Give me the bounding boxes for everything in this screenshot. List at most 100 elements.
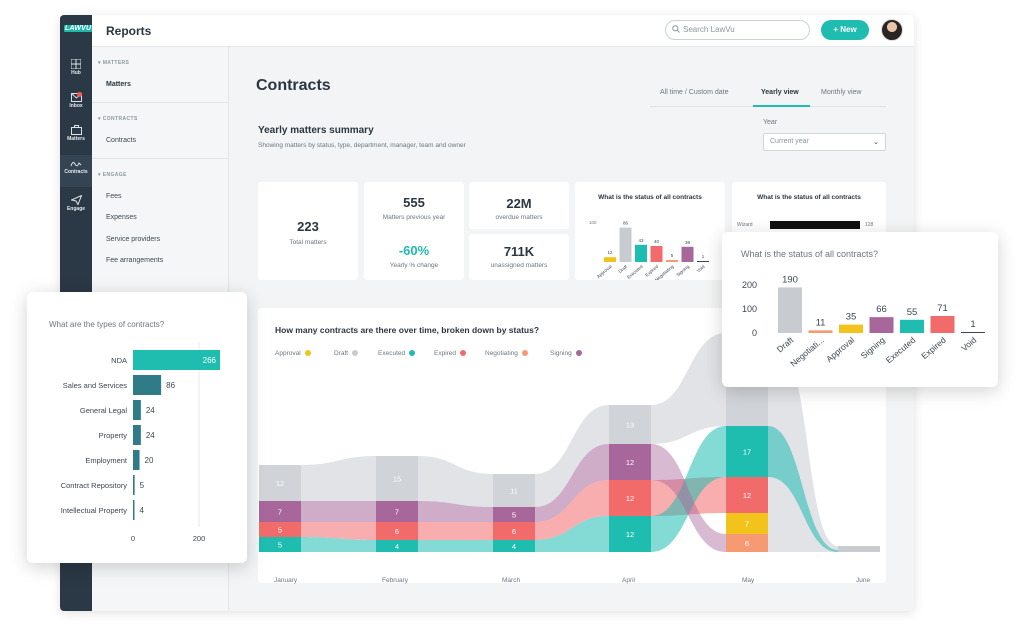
- segment-value: 5: [278, 541, 282, 550]
- segment-value: 4: [512, 542, 516, 551]
- contract-types-card: What are the types of contracts? NDA 266 S…: [27, 292, 247, 563]
- stat-card-unassigned: 711K unassigned matters: [469, 234, 569, 280]
- column-segment: [609, 444, 651, 480]
- category-label: Intellectual Property: [61, 506, 128, 515]
- stream-band: [768, 333, 838, 552]
- value-label: 1: [702, 254, 705, 259]
- rail-label: Engage: [66, 206, 86, 212]
- rail-item-matters[interactable]: Matters: [60, 125, 92, 142]
- category-label: Approval: [824, 335, 856, 364]
- total-matters-label: Total matters: [289, 239, 327, 246]
- value-label: 40: [654, 239, 660, 244]
- top-bar: Reports Search LawVu + New: [92, 15, 914, 47]
- legend-draft[interactable]: Draft: [334, 350, 359, 357]
- send-icon: [70, 195, 82, 205]
- stream-band: [651, 333, 726, 444]
- category-label: Property: [99, 431, 128, 440]
- column-segment: [376, 501, 418, 522]
- bar: [839, 324, 863, 333]
- value-label: 5: [671, 253, 674, 258]
- tab-monthly[interactable]: Monthly view: [821, 89, 862, 96]
- tab-yearly[interactable]: Yearly view: [761, 89, 799, 96]
- mini-right-row-value: 128: [865, 222, 874, 228]
- new-button[interactable]: + New: [821, 20, 869, 40]
- bar: [681, 246, 694, 262]
- legend-executed[interactable]: Executed: [378, 350, 416, 357]
- search-input[interactable]: Search LawVu: [665, 20, 810, 40]
- segment-value: 17: [743, 448, 751, 457]
- legend-expired[interactable]: Expired: [434, 350, 467, 357]
- segment-value: 6: [745, 539, 749, 548]
- segment-value: 5: [512, 511, 516, 520]
- contract-status-title: What is the status of all contracts?: [741, 249, 879, 259]
- new-button-label: New: [840, 25, 857, 34]
- chevron-down-icon: ⌄: [873, 139, 879, 146]
- section-engage: ▾ ENGAGE: [98, 172, 127, 178]
- sidebar-item-fees[interactable]: Fees: [106, 193, 122, 200]
- bar: [604, 257, 616, 262]
- contract-types-chart: NDA 266 Sales and Services 86 General Legal 2…: [61, 342, 220, 543]
- avatar[interactable]: [881, 19, 903, 41]
- mini-right-title: What is the status of all contracts: [757, 194, 861, 201]
- legend-negotiating[interactable]: Negotiating: [485, 350, 528, 357]
- category-label: Expired: [919, 335, 948, 361]
- legend-signing[interactable]: Signing: [550, 350, 582, 357]
- divider: [92, 158, 229, 159]
- column-segment: [726, 477, 768, 513]
- bar: [961, 332, 985, 333]
- sidebar-item-matters[interactable]: Matters: [106, 81, 131, 88]
- month-label: January: [274, 577, 298, 584]
- bar: [666, 260, 678, 262]
- stream-chart: 5571246715465111212121367121731: [259, 333, 880, 552]
- month-label: March: [502, 577, 521, 584]
- contract-types-title: What are the types of contracts?: [49, 320, 165, 329]
- rail-item-inbox[interactable]: Inbox: [60, 92, 92, 109]
- sidebar-item-fee-arrangements[interactable]: Fee arrangements: [106, 257, 164, 264]
- column-segment: [376, 522, 418, 540]
- bar: [133, 425, 141, 445]
- segment-value: 6: [512, 527, 516, 536]
- value-label: 4: [140, 506, 145, 515]
- signature-icon: [70, 161, 82, 167]
- stream-band: [301, 537, 376, 552]
- stream-chart-panel: How many contracts are there over time, …: [258, 308, 886, 584]
- sidebar-item-contracts[interactable]: Contracts: [106, 137, 136, 144]
- segment-value: 12: [626, 458, 634, 467]
- column-segment: [259, 537, 301, 552]
- stream-band: [301, 522, 376, 540]
- mini-right-row-label: Wizard: [737, 222, 753, 228]
- category-label: Sales and Services: [63, 381, 127, 390]
- category-label: Void: [959, 335, 978, 353]
- tick-label: 100: [742, 304, 757, 314]
- rail-item-contracts[interactable]: Contracts: [60, 155, 92, 187]
- contract-status-chart: 0 100 200 190 Draft 11 Negotiati... 35 Approval 6…: [742, 274, 985, 369]
- segment-value: 7: [395, 508, 399, 517]
- column-segment: [259, 501, 301, 522]
- bar: [619, 227, 632, 262]
- bar: [900, 319, 924, 333]
- month-label: February: [382, 577, 409, 584]
- segment-value: 5: [278, 526, 282, 535]
- tab-all-time[interactable]: All time / Custom date: [660, 89, 729, 96]
- sidebar-item-expenses[interactable]: Expenses: [106, 214, 137, 221]
- value-label: 38: [685, 240, 691, 245]
- rail-item-hub[interactable]: Hub: [60, 59, 92, 76]
- column-segment: [376, 456, 418, 501]
- category-label: Contract Repository: [61, 481, 128, 490]
- category-label: NDA: [111, 356, 127, 365]
- category-label: Employment: [85, 456, 128, 465]
- rail-label: Hub: [71, 70, 81, 76]
- bar: [930, 315, 955, 333]
- notification-dot: [77, 92, 82, 97]
- year-select[interactable]: Current year ⌄: [763, 133, 886, 151]
- bar: [133, 350, 220, 370]
- sidebar-item-service-providers[interactable]: Service providers: [106, 236, 161, 243]
- month-label: May: [742, 577, 755, 584]
- legend-approval[interactable]: Approval: [275, 350, 311, 357]
- stream-band: [418, 540, 493, 552]
- section-contracts: ▾ CONTRACTS: [98, 116, 138, 122]
- mini-status-chart: 10012Approval86Draft43Executed40Expired5…: [589, 220, 709, 280]
- tick-label: 0: [131, 534, 135, 543]
- column-segment: [726, 426, 768, 477]
- rail-item-engage[interactable]: Engage: [60, 195, 92, 212]
